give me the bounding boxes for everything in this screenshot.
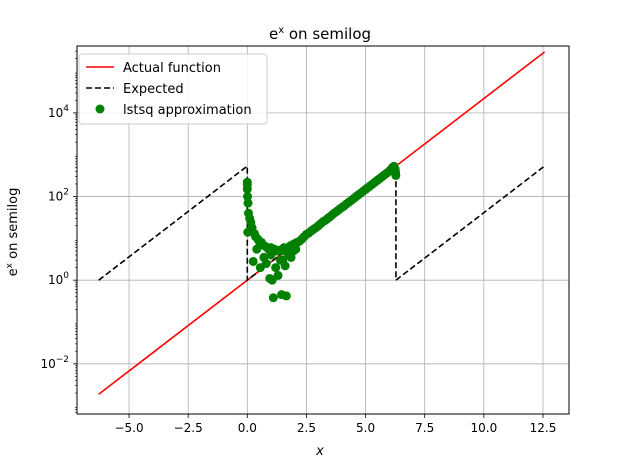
legend-label-actual-function: Actual function — [123, 61, 221, 76]
y-tick-label: 100 — [48, 271, 69, 287]
x-tick-label: 10.0 — [470, 421, 497, 435]
lstsq-point — [268, 293, 278, 303]
x-tick-label: 5.0 — [356, 421, 375, 435]
lstsq-point — [248, 256, 258, 266]
lstsq-point — [261, 259, 271, 269]
expected-line — [98, 164, 546, 282]
y-tick-label: 10−2 — [40, 355, 69, 371]
lstsq-point — [291, 244, 301, 254]
x-tick-label: 7.5 — [415, 421, 434, 435]
legend-box — [78, 53, 268, 125]
x-tick-label: −2.5 — [174, 421, 203, 435]
x-tick-label: −5.0 — [114, 421, 143, 435]
lstsq-point — [242, 184, 252, 194]
x-tick-label: 12.5 — [530, 421, 557, 435]
legend-label-expected: Expected — [123, 82, 184, 97]
x-axis-label: x — [315, 444, 324, 459]
legend-swatch-lstsq-approximation — [95, 104, 105, 114]
x-tick-label: 2.5 — [297, 421, 316, 435]
legend: Actual function Expected lstsq approxima… — [78, 53, 268, 125]
lstsq-point — [281, 291, 291, 301]
y-tick-label: 104 — [48, 104, 69, 120]
plot-series — [98, 51, 546, 395]
x-tick-label: 0.0 — [238, 421, 257, 435]
plot-frame — [76, 45, 570, 415]
lstsq-point — [243, 198, 253, 208]
lstsq-point — [391, 170, 401, 180]
axes: −5.0 −2.5 0.0 2.5 5.0 7.5 10.0 12.5 10−2 100 102 10… — [40, 50, 557, 435]
chart-title: ex on semilog — [269, 25, 371, 43]
y-tick-label: 102 — [48, 188, 69, 204]
lstsq-point — [280, 261, 290, 271]
lstsq-point — [271, 263, 281, 273]
lstsq-point — [273, 270, 283, 280]
legend-label-lstsq-approximation: lstsq approximation — [123, 103, 252, 118]
y-axis-label: ex on semilog — [5, 188, 21, 277]
lstsq-point — [243, 192, 253, 202]
